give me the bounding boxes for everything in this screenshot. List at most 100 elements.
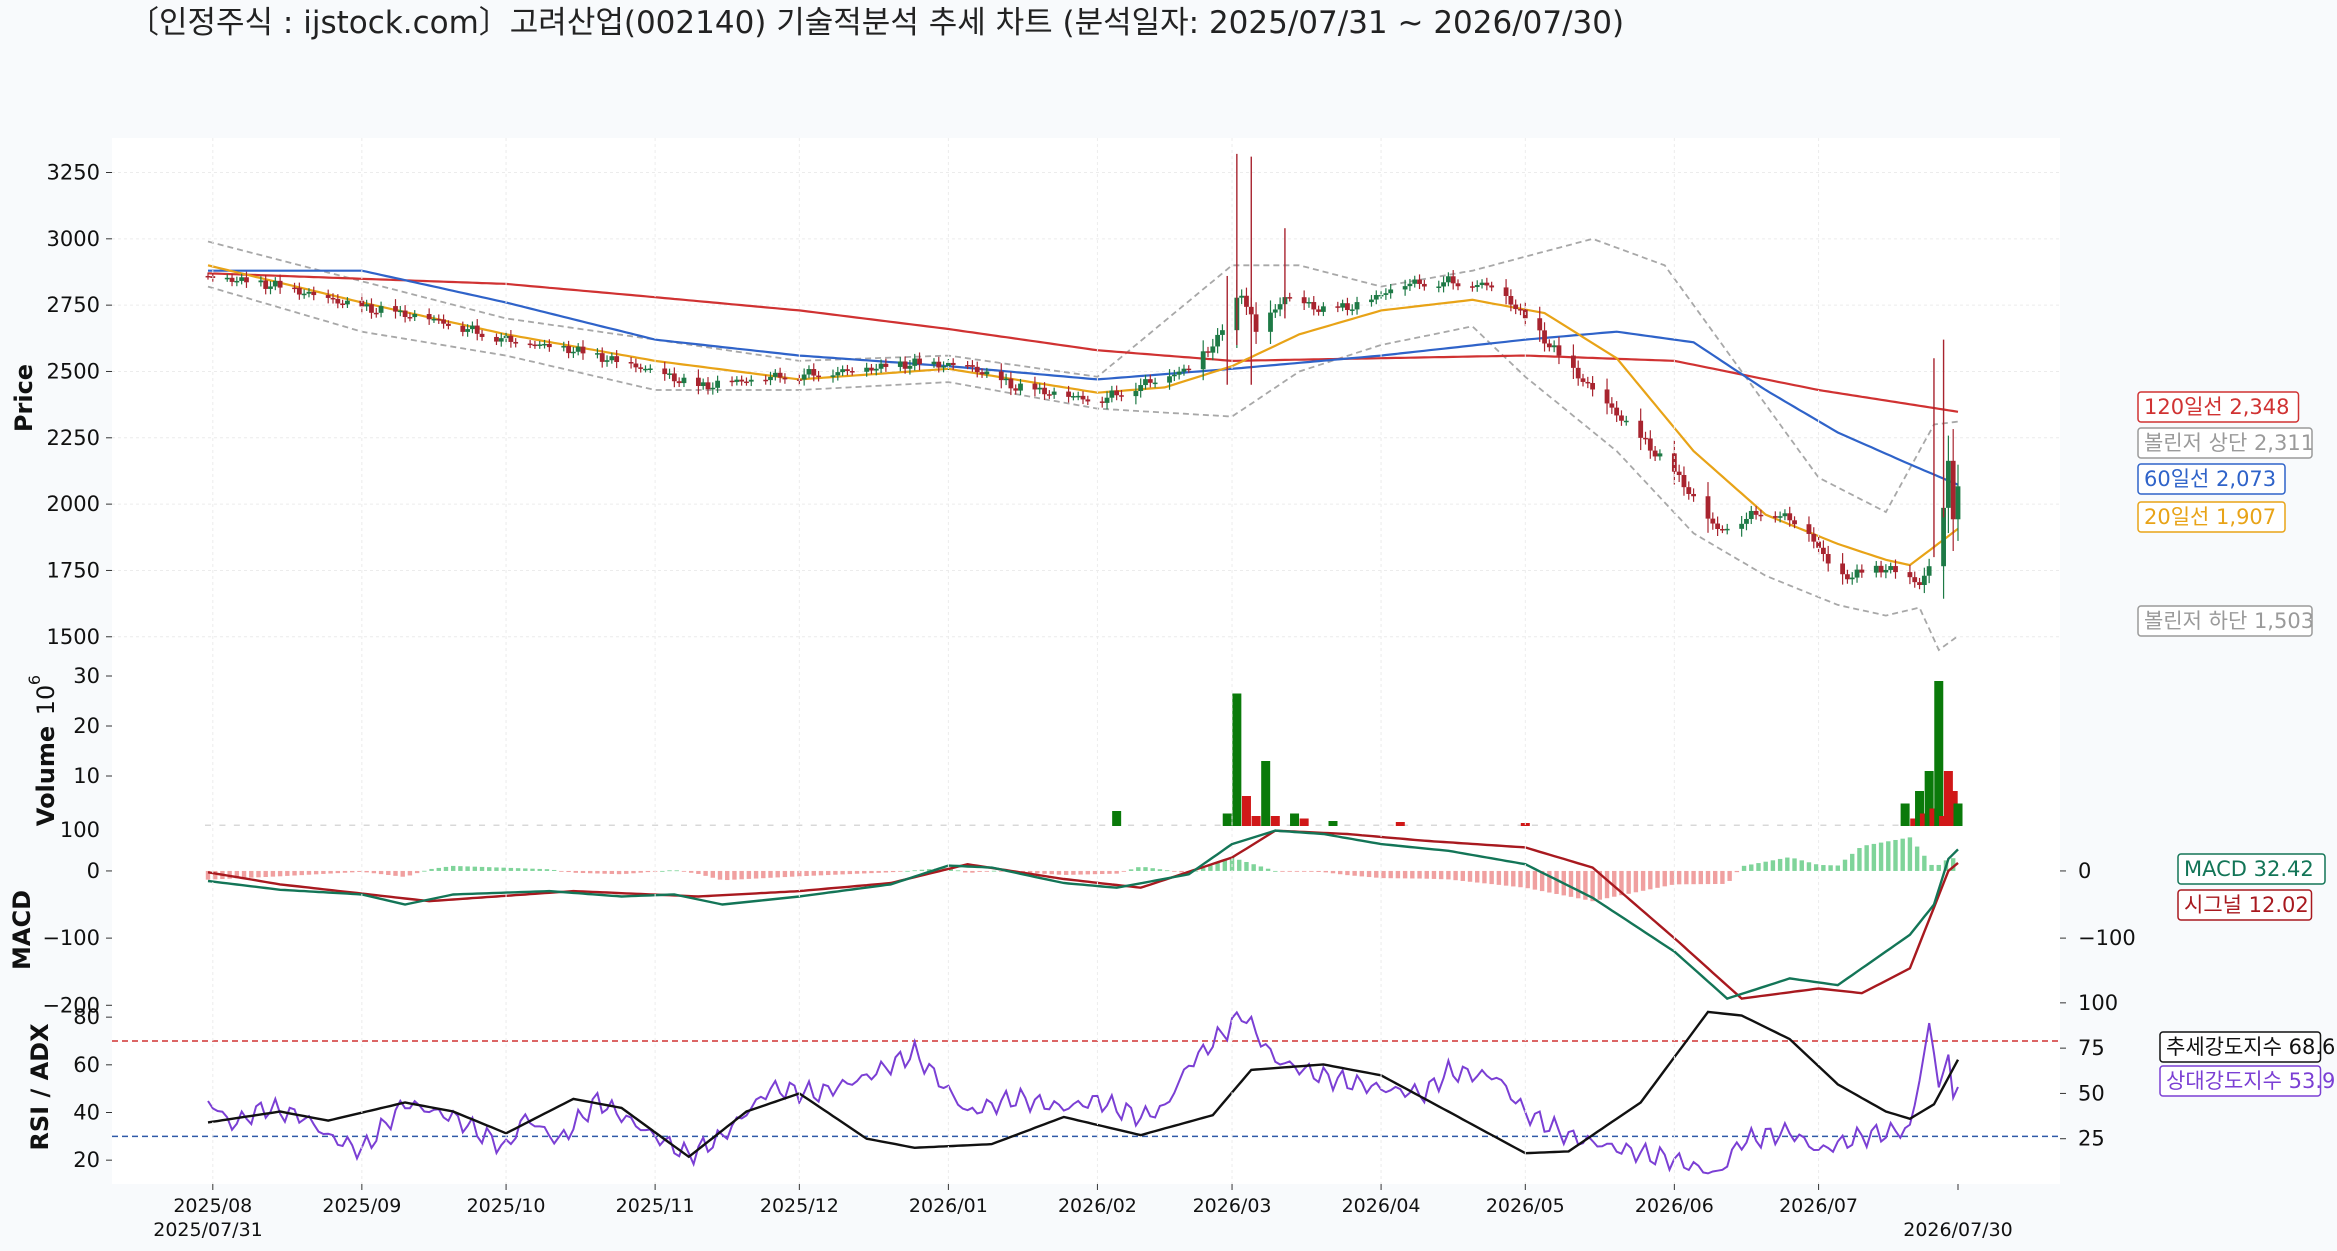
candle-body [580, 346, 586, 354]
candle-body [965, 365, 971, 367]
candle-body [1657, 453, 1663, 457]
macd-histogram-bar [1063, 870, 1069, 875]
volume-bar-small [1777, 824, 1784, 826]
rsi-line [207, 1010, 1959, 1175]
candle-body [1570, 355, 1576, 368]
candle-body [705, 382, 711, 390]
candle-body [335, 298, 341, 304]
macd-histogram-bar [1143, 867, 1148, 871]
signal-label-box: 시그널 12.02 [2177, 889, 2313, 921]
candle-body [460, 325, 466, 332]
candle-body [277, 280, 283, 288]
candle-body [883, 363, 889, 367]
volume-bar [1910, 818, 1920, 826]
macd-axis-label: MACD [8, 890, 36, 970]
candle-body [835, 372, 841, 376]
candle-body [700, 382, 706, 387]
volume-bar [1290, 813, 1300, 826]
macd-histogram-bar [1359, 870, 1365, 877]
candle-body [1373, 295, 1379, 300]
macd-histogram-bar [1172, 870, 1177, 872]
candle-body [816, 375, 821, 378]
volume-bar-small [1762, 824, 1769, 826]
macd-histogram-bar [739, 870, 744, 880]
candle-body [306, 291, 312, 294]
candle-body [1748, 510, 1754, 519]
macd-histogram-bar [1857, 848, 1862, 871]
macd-histogram-bar [797, 870, 802, 877]
macd-histogram-bar [213, 870, 218, 880]
volume-bar-small [1200, 824, 1207, 826]
macd-histogram-bar [1734, 870, 1740, 873]
candle-body [1421, 283, 1427, 287]
candle-body [984, 371, 990, 375]
candle-body [907, 365, 913, 369]
macd-histogram-bar [732, 870, 737, 880]
volume-bar-small [1488, 824, 1495, 826]
volume-bar-small [349, 824, 356, 826]
candle-body [234, 280, 240, 283]
macd-histogram-bar [450, 865, 456, 871]
macd-histogram-bar [1518, 870, 1523, 888]
candle-body [1075, 395, 1081, 398]
x-tick-label: 2025/08 [173, 1195, 252, 1217]
x-tick-label: 2025/11 [616, 1195, 695, 1217]
candle-body [1546, 343, 1552, 348]
macd-histogram-bar [1914, 846, 1920, 871]
volume-bar-small [291, 824, 298, 826]
boll_lower-label-text: 볼린저 하단 1,503 [2144, 609, 2314, 633]
candle-body [710, 387, 716, 390]
volume-bar-small [233, 824, 240, 826]
date-axis: 2025/08 2025/09 2025/10 2025/11 2025/12 2026/… [153, 138, 2013, 1241]
volume-bar-small [882, 824, 889, 826]
macd-histogram-bar [1071, 870, 1076, 875]
candle-body [1402, 286, 1408, 290]
macd-histogram-bar [840, 870, 845, 875]
candle-body [340, 303, 346, 305]
macd-histogram-bar [1027, 870, 1033, 873]
candle-body [1883, 569, 1889, 573]
macd-histogram-bar [1078, 870, 1083, 875]
macd-histogram-bar [479, 866, 485, 871]
macd-histogram-bar [1244, 861, 1249, 871]
rsi-background [112, 1010, 2060, 1184]
macd-right-tick-label: 0 [2078, 859, 2091, 883]
ma20-label-text: 20일선 1,907 [2144, 505, 2276, 529]
candle-body [1921, 575, 1927, 585]
candle-body [628, 362, 634, 364]
candle-body [801, 374, 807, 380]
candle-body [1609, 403, 1615, 408]
candle-body [748, 379, 754, 382]
candle-body [729, 380, 735, 383]
macd-histogram-bar [1698, 870, 1703, 885]
candle-body [1316, 309, 1321, 312]
candle-body [878, 363, 884, 369]
macd-histogram-bar [725, 870, 730, 881]
macd-histogram-bar [1929, 864, 1934, 871]
candle-body [1119, 395, 1124, 397]
macd-histogram-bar [1107, 870, 1112, 874]
candle-body [638, 367, 644, 369]
x-tick-label: 2026/02 [1058, 1195, 1137, 1217]
candle-body [412, 314, 418, 318]
macd-histogram-bar [1316, 870, 1321, 872]
macd-histogram-bar [501, 867, 506, 871]
macd-histogram-bar [898, 870, 903, 872]
volume-bar [1232, 693, 1242, 826]
macd-histogram-bar [573, 870, 578, 873]
macd-histogram-bar [1215, 862, 1220, 871]
candle-body [1758, 514, 1764, 517]
volume-bar-small [507, 824, 514, 826]
candle-body [970, 365, 975, 367]
price-tick-label: 2250 [47, 426, 100, 450]
macd-histogram-bar [1720, 870, 1725, 884]
macd-histogram-bar [970, 870, 975, 873]
candle-body [1445, 276, 1451, 283]
candle-body [811, 369, 817, 376]
volume-bar-small [205, 824, 211, 826]
candle-body [1167, 376, 1172, 383]
macd-histogram-bar [1936, 864, 1941, 871]
candle-body [1186, 368, 1192, 371]
macd-histogram-bar [1453, 870, 1458, 881]
macd-histogram-bar [580, 870, 586, 874]
